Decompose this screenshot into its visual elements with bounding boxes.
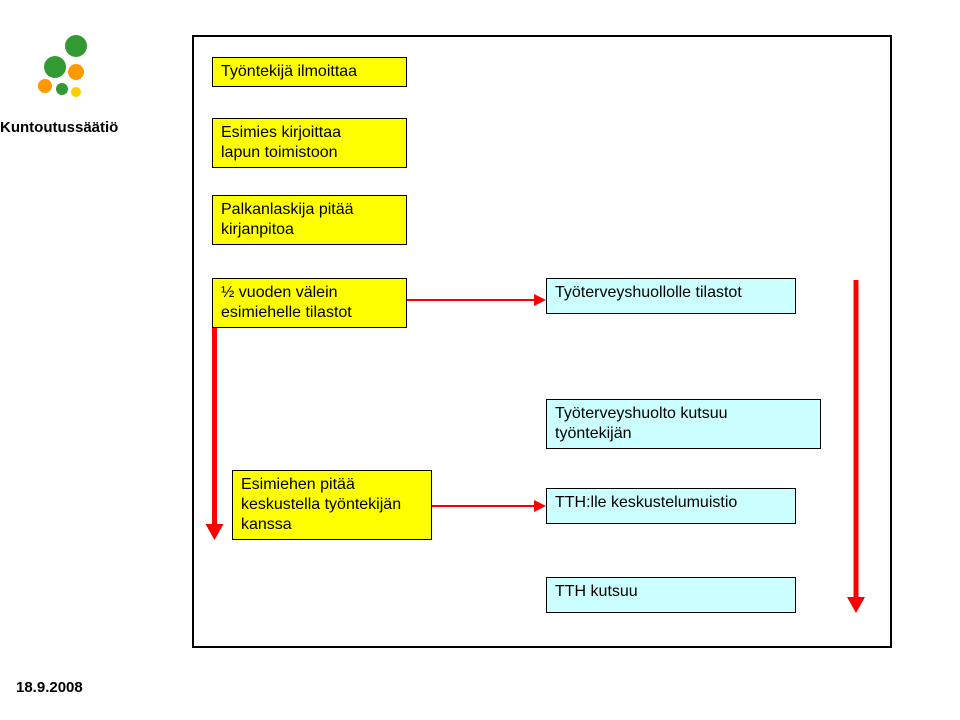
box-occ-health-invites: Työterveyshuolto kutsuutyöntekijän — [546, 399, 821, 449]
box-memo-to-tth: TTH:lle keskustelumuistio — [546, 488, 796, 524]
connectors — [0, 0, 960, 720]
box-employee-reports: Työntekijä ilmoittaa — [212, 57, 407, 87]
box-payroll-bookkeeping: Palkanlaskija pitääkirjanpitoa — [212, 195, 407, 245]
box-occ-health-stats: Työterveyshuollolle tilastot — [546, 278, 796, 314]
footer-date: 18.9.2008 — [16, 679, 83, 696]
box-supervisor-writes: Esimies kirjoittaalapun toimistoon — [212, 118, 407, 168]
slide: Kuntoutussäätiö Työntekijä ilmoittaa Esi… — [0, 0, 960, 720]
box-half-year-stats: ½ vuoden väleinesimiehelle tilastot — [212, 278, 407, 328]
box-supervisor-discuss: Esimiehen pitääkeskustella työntekijänka… — [232, 470, 432, 540]
box-tth-invites: TTH kutsuu — [546, 577, 796, 613]
